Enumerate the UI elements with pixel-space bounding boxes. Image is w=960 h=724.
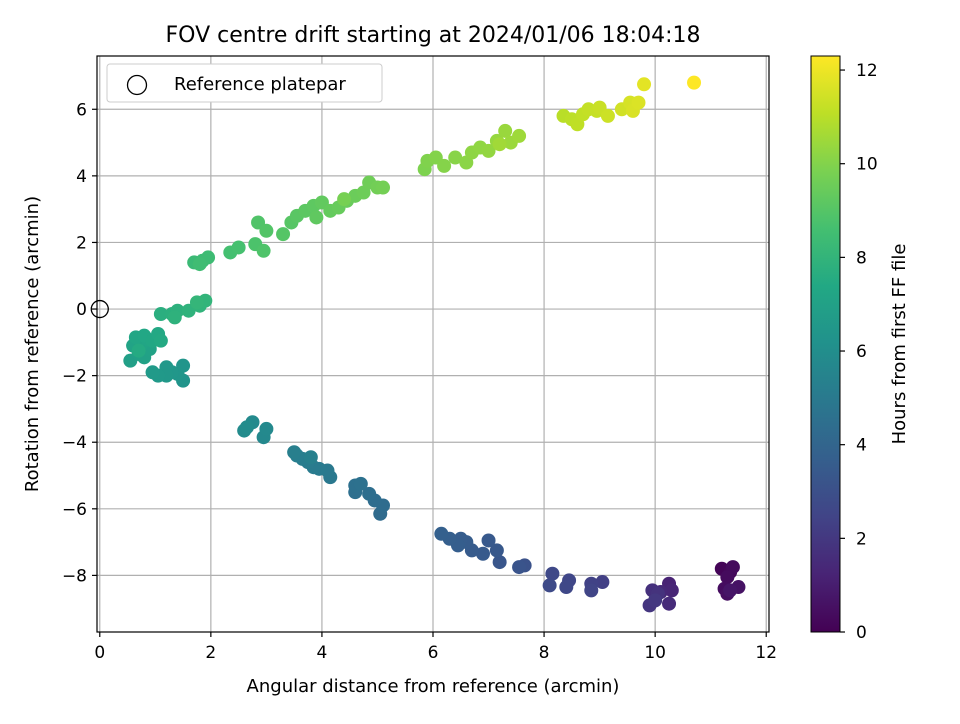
data-point: [512, 560, 527, 575]
x-tick-label: 6: [428, 643, 439, 663]
data-point: [720, 570, 735, 585]
data-point: [559, 580, 574, 595]
colorbar-tick-label: 8: [856, 248, 867, 268]
colorbar-label: Hours from first FF file: [889, 244, 910, 445]
x-tick-label: 0: [94, 643, 105, 663]
data-point: [259, 223, 274, 238]
colorbar-tick-label: 0: [856, 623, 867, 643]
data-point: [489, 543, 504, 558]
colorbar-tick-label: 4: [856, 436, 867, 456]
data-point: [189, 295, 204, 310]
colorbar-tick-label: 10: [856, 155, 878, 175]
y-axis-label: Rotation from reference (arcmin): [22, 196, 43, 492]
y-tick-label: 4: [76, 167, 87, 187]
colorbar: [810, 55, 841, 633]
data-point: [259, 421, 274, 436]
data-point: [664, 583, 679, 598]
legend-marker: [126, 74, 148, 96]
data-point: [448, 150, 463, 165]
y-tick-label: 2: [76, 233, 87, 253]
legend: Reference platepar: [106, 63, 383, 103]
data-point: [167, 310, 182, 325]
data-point: [337, 192, 352, 207]
data-point: [353, 476, 368, 491]
y-tick-label: −6: [62, 500, 87, 520]
x-tick-label: 2: [205, 643, 216, 663]
data-point: [492, 555, 507, 570]
data-point: [153, 333, 168, 348]
data-point: [545, 566, 560, 581]
data-point: [309, 210, 324, 225]
x-tick-label: 10: [644, 643, 666, 663]
data-point: [276, 227, 291, 242]
x-axis: 0 2 4 6 8 10 12: [94, 632, 777, 663]
data-point: [376, 180, 391, 195]
x-tick-label: 8: [539, 643, 550, 663]
x-tick-label: 4: [317, 643, 328, 663]
data-point: [584, 583, 599, 598]
data-point: [303, 450, 318, 465]
data-point: [287, 445, 302, 460]
chart-title: FOV centre drift starting at 2024/01/06 …: [166, 23, 701, 48]
colorbar-ticks: 0 2 4 6 8 10 12: [840, 61, 878, 643]
data-point: [595, 575, 610, 590]
data-point: [687, 75, 702, 90]
data-point: [192, 257, 207, 272]
legend-label: Reference platepar: [174, 74, 346, 95]
data-point: [542, 578, 557, 593]
colorbar-tick-label: 12: [856, 61, 878, 81]
data-point: [512, 128, 527, 143]
x-tick-label: 12: [755, 643, 777, 663]
data-point: [131, 343, 146, 358]
y-axis: −8 −6 −4 −2 0 2 4 6: [62, 100, 97, 586]
colorbar-tick-label: 6: [856, 342, 867, 362]
data-point: [648, 593, 663, 608]
data-point: [492, 137, 507, 152]
data-point: [481, 533, 496, 548]
data-point: [239, 420, 254, 435]
x-axis-label: Angular distance from reference (arcmin): [247, 676, 620, 697]
data-point: [600, 108, 615, 123]
data-point: [437, 158, 452, 173]
grid-lines: [97, 56, 769, 632]
data-point: [637, 77, 652, 92]
reference-marker: [90, 299, 109, 319]
data-point: [231, 240, 246, 255]
legend-box: [106, 63, 383, 103]
data-point: [631, 95, 646, 110]
y-tick-label: −4: [62, 433, 87, 453]
data-point: [662, 596, 677, 611]
data-point: [723, 583, 738, 598]
y-tick-label: −2: [62, 367, 87, 387]
colorbar-tick-label: 2: [856, 529, 867, 549]
y-tick-label: −8: [62, 566, 87, 586]
data-point: [498, 123, 513, 138]
data-point: [481, 143, 496, 158]
data-point: [153, 307, 168, 322]
data-point: [362, 486, 377, 501]
data-point: [434, 526, 449, 541]
data-point: [256, 243, 271, 258]
y-tick-label: 6: [76, 100, 87, 120]
y-tick-label: 0: [76, 300, 87, 320]
scatter-points: [123, 75, 746, 613]
data-point: [475, 546, 490, 561]
data-point: [145, 365, 160, 380]
